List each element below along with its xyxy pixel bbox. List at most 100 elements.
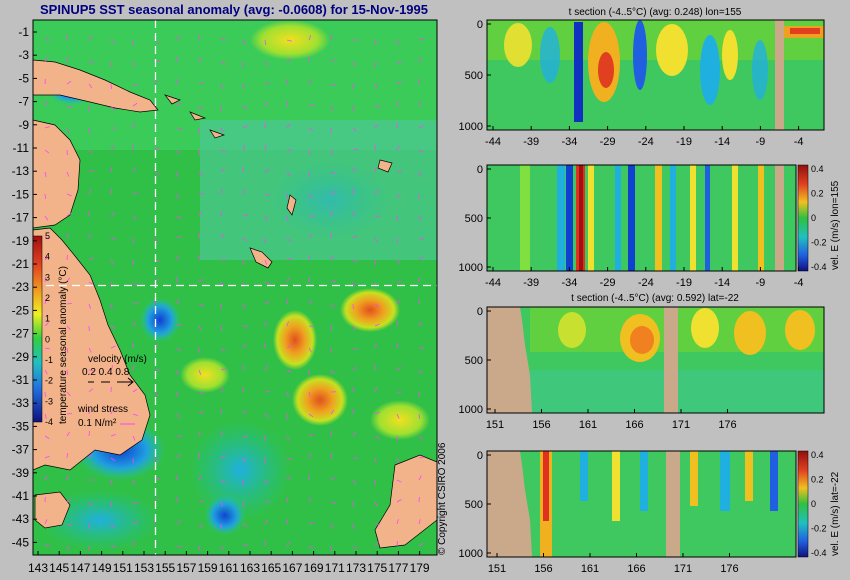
velocity-vector	[286, 476, 292, 481]
section-x-tick-label: -29	[600, 277, 616, 289]
velocity-vector	[330, 476, 336, 481]
velocity-vector	[352, 325, 356, 331]
vel-section-lat-panel: vel. E (m/s) lat=-22	[486, 450, 841, 558]
velocity-vector	[44, 101, 48, 107]
velocity-vector	[198, 278, 204, 283]
velocity-vector	[66, 391, 71, 397]
section-x-tick-label: -24	[638, 277, 654, 289]
section-x-tick-label: 151	[488, 563, 506, 575]
velocity-vector	[396, 237, 399, 244]
vel-colorbar-tick: 0.2	[811, 475, 824, 485]
map-colorbar-tick: 5	[45, 231, 50, 241]
vel-colorbar-tick: 0	[811, 213, 816, 223]
section-x-tick-label: -14	[714, 136, 730, 148]
section-x-tick-label: 161	[581, 563, 599, 575]
velocity-vector	[242, 343, 247, 349]
lat-tick-label: -7	[18, 95, 29, 109]
velocity-vector	[374, 215, 381, 218]
lon-tick-label: 151	[113, 561, 133, 575]
velocity-vector	[110, 365, 114, 371]
velocity-vector	[242, 145, 246, 151]
velocity-vector	[66, 347, 69, 353]
velocity-vector	[242, 189, 246, 195]
velocity-vector	[88, 388, 94, 393]
velocity-vector	[286, 277, 290, 283]
lat-tick-label: -37	[12, 443, 30, 457]
velocity-vector	[418, 519, 421, 525]
velocity-vector	[374, 39, 377, 45]
velocity-legend-scale: 0.2 0.4 0.8	[82, 367, 130, 378]
section-x-tick-label: -9	[756, 277, 766, 289]
velocity-vector	[154, 147, 160, 151]
velocity-vector	[308, 325, 315, 328]
velocity-vector	[308, 300, 313, 305]
velocity-vector	[198, 391, 204, 395]
velocity-vector	[286, 39, 292, 42]
velocity-vector	[110, 303, 113, 309]
velocity-vector	[308, 127, 314, 132]
velocity-vector	[88, 409, 91, 415]
section-x-tick-label: 176	[718, 419, 736, 431]
velocity-vector	[66, 171, 70, 177]
velocity-vector	[44, 347, 50, 350]
velocity-vector	[198, 475, 202, 481]
velocity-vector	[286, 518, 288, 525]
velocity-vector	[396, 499, 402, 503]
velocity-vector	[66, 325, 71, 330]
lat-tick-label: -21	[12, 257, 30, 271]
velocity-vector	[220, 210, 222, 217]
velocity-vector	[418, 435, 423, 440]
velocity-vector	[110, 457, 116, 462]
velocity-vector	[330, 280, 336, 283]
velocity-vector	[220, 127, 224, 133]
velocity-vector	[44, 544, 50, 547]
section-x-tick-label: 156	[534, 563, 552, 575]
velocity-vector	[220, 149, 226, 152]
velocity-vector	[176, 79, 179, 85]
lat-tick-label: -25	[12, 303, 30, 317]
section-x-tick-label: 171	[674, 563, 692, 575]
velocity-vector	[286, 497, 289, 503]
velocity-vector	[242, 125, 248, 129]
map-field	[32, 20, 438, 555]
velocity-vector	[44, 413, 47, 419]
velocity-vector	[330, 255, 334, 261]
velocity-vector	[154, 79, 158, 85]
velocity-vector	[176, 102, 181, 107]
velocity-vector	[396, 343, 399, 349]
velocity-vector	[330, 347, 333, 354]
velocity-vector	[198, 545, 201, 551]
velocity-vector	[44, 276, 47, 283]
velocity-vector	[264, 540, 266, 547]
lat-tick-label: -17	[12, 211, 30, 225]
lat-tick-label: -5	[18, 71, 29, 85]
section-y-tick-label: 1000	[459, 262, 483, 274]
velocity-vector	[352, 148, 358, 151]
velocity-vector	[198, 211, 203, 217]
velocity-vector	[242, 501, 245, 507]
velocity-vector	[352, 387, 355, 393]
section-x-tick-label: 176	[720, 563, 738, 575]
velocity-vector	[242, 303, 247, 309]
velocity-vector	[176, 324, 182, 327]
map-longitude-ticks: 143 145 147 149 151 153 155 157 159 161 163 165 167 1…	[28, 551, 430, 575]
velocity-vector	[352, 479, 357, 485]
section-x-tick-label: 161	[579, 419, 597, 431]
velocity-vector	[220, 479, 226, 483]
lat-tick-label: -33	[12, 396, 30, 410]
section-x-tick-label: 166	[627, 563, 645, 575]
velocity-vector	[132, 237, 135, 243]
velocity-vector	[286, 541, 291, 547]
velocity-vector	[220, 303, 222, 310]
velocity-vector	[352, 127, 358, 132]
section-x-tick-label: -4	[794, 277, 804, 289]
velocity-vector	[396, 39, 400, 45]
velocity-vector	[132, 102, 138, 107]
velocity-vector	[198, 127, 201, 133]
velocity-vector	[198, 411, 204, 415]
australia-landmass	[32, 227, 151, 471]
velocity-vector	[286, 457, 292, 460]
velocity-vector	[286, 58, 292, 63]
velocity-vector	[286, 391, 289, 397]
velocity-vector	[396, 215, 399, 221]
